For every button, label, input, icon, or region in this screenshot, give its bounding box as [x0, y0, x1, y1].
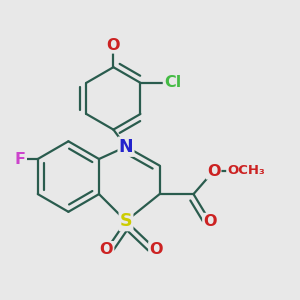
Text: S: S	[120, 212, 132, 230]
Text: O: O	[100, 242, 113, 257]
Text: O: O	[107, 38, 120, 52]
Text: O: O	[149, 242, 163, 257]
Text: O: O	[207, 164, 220, 178]
Text: N: N	[119, 138, 133, 156]
Text: OCH₃: OCH₃	[227, 164, 265, 178]
Text: Cl: Cl	[164, 75, 181, 90]
Text: F: F	[15, 152, 26, 166]
Text: O: O	[203, 214, 217, 229]
